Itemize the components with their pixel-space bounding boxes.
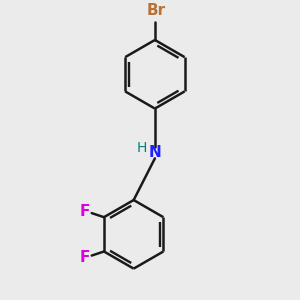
Text: F: F <box>80 250 90 265</box>
Text: F: F <box>80 204 90 219</box>
Text: Br: Br <box>146 3 165 18</box>
Text: H: H <box>136 141 147 155</box>
Text: N: N <box>148 145 161 160</box>
